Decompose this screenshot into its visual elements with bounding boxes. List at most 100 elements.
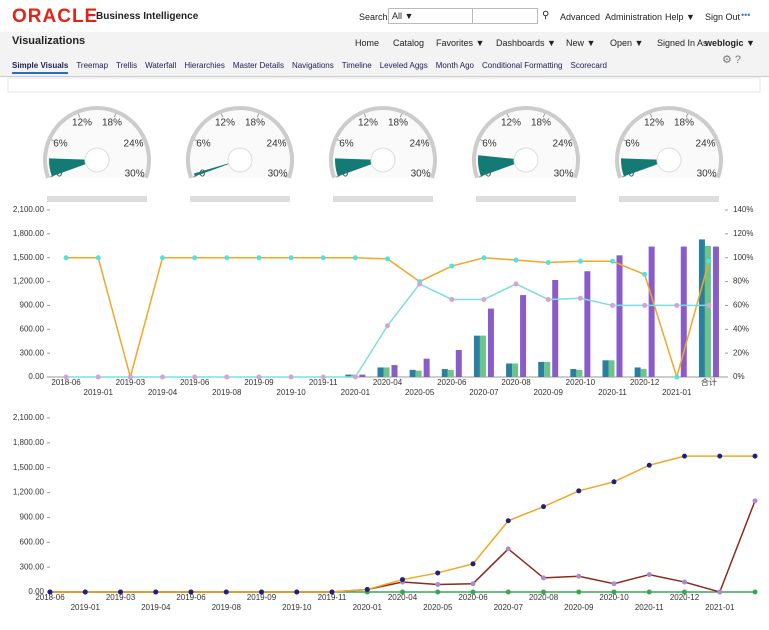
menu-item[interactable]: Favorites ▼: [436, 38, 485, 48]
search-scope[interactable]: All ▼: [388, 8, 473, 24]
bar: [383, 367, 390, 377]
tab[interactable]: Hierarchies: [184, 61, 225, 70]
marker: [481, 296, 487, 302]
gauge-tick-label: 6%: [196, 138, 211, 149]
y2-tick-label: 80%: [733, 277, 749, 286]
link[interactable]: Advanced: [560, 12, 601, 22]
gauge-dial: [186, 106, 294, 179]
gauge-tick: [51, 139, 56, 142]
gauge-tick: [478, 175, 483, 178]
marker: [449, 296, 455, 302]
gauge-tick-label: 18%: [245, 118, 265, 129]
marker: [646, 462, 652, 468]
tab[interactable]: Month Ago: [435, 61, 474, 70]
x-tick-label: 2019-09: [244, 378, 274, 387]
x-tick-label: 2019-08: [212, 388, 242, 397]
bar: [455, 349, 462, 377]
gauge-tick-label: 30%: [268, 168, 288, 179]
gauge-tick-label: 0: [486, 168, 492, 179]
gauge-hub: [84, 147, 110, 173]
gauge-tick: [424, 139, 429, 142]
gauge-tick: [337, 139, 342, 142]
marker: [192, 255, 198, 261]
tab[interactable]: Timeline: [341, 61, 372, 70]
tab[interactable]: Conditional Formatting: [482, 61, 563, 70]
menu-item[interactable]: Dashboards ▼: [496, 38, 556, 48]
marker: [706, 302, 712, 308]
link[interactable]: Administration: [605, 12, 663, 22]
marker: [449, 263, 455, 269]
marker: [352, 255, 358, 261]
x-tick-label: 2020-06: [437, 378, 467, 387]
marker: [192, 374, 198, 380]
bar: [570, 369, 577, 377]
gauge-tick: [567, 139, 572, 142]
x-tick-label: 2019-06: [180, 378, 210, 387]
gauge-tick-label: 30%: [697, 168, 717, 179]
marker: [385, 323, 390, 329]
marker: [63, 255, 69, 261]
marker: [513, 257, 519, 263]
link[interactable]: Help ▼: [665, 12, 695, 22]
x-tick-label: 2020-10: [599, 593, 629, 602]
marker: [577, 258, 583, 264]
tab[interactable]: Waterfall: [145, 61, 177, 70]
gauge-tick: [220, 113, 224, 118]
menu-item[interactable]: Home: [355, 38, 380, 48]
bar: [479, 335, 486, 377]
x-tick-label: 2019-04: [148, 388, 178, 397]
menu-item[interactable]: New ▼: [566, 38, 596, 48]
menu-item[interactable]: Catalog: [393, 38, 425, 48]
bar: [680, 246, 687, 377]
tab[interactable]: Leveled Aggs: [379, 61, 428, 70]
search-icon[interactable]: ⚲: [542, 10, 550, 21]
y2-tick-label: 0%: [733, 372, 745, 381]
gauge-tick: [283, 175, 288, 178]
marker: [611, 581, 617, 587]
signed-in-label: Signed In As: [657, 38, 708, 48]
settings-icon[interactable]: ⚙ ?: [722, 54, 742, 66]
tab[interactable]: Scorecard: [570, 61, 607, 70]
marker: [224, 374, 230, 380]
gauge-tick-label: 6%: [53, 138, 68, 149]
y-tick-label: 900.00: [20, 301, 45, 310]
x-tick-label: 2020-06: [458, 593, 488, 602]
bar: [520, 295, 527, 377]
y2-tick-label: 100%: [733, 253, 753, 262]
tab[interactable]: Simple Visuals: [12, 61, 69, 74]
gauge-tick: [256, 113, 260, 118]
gauge-title-bar: [190, 196, 290, 202]
x-tick-label: 2019-11: [318, 593, 347, 602]
gauge-tick: [685, 113, 689, 118]
marker: [752, 453, 758, 459]
marker: [47, 589, 53, 595]
x-tick-label: 2019-06: [176, 593, 206, 602]
marker: [417, 281, 423, 287]
tab[interactable]: Trellis: [116, 61, 138, 70]
tab[interactable]: Navigations: [291, 61, 334, 70]
gauge-tick-label: 6%: [625, 138, 640, 149]
marker: [576, 488, 582, 494]
x-tick-label: 2020-01: [341, 388, 371, 397]
bar: [712, 246, 719, 377]
more[interactable]: •••: [741, 10, 751, 20]
menu-item[interactable]: Open ▼: [610, 38, 644, 48]
user[interactable]: weblogic ▼: [705, 38, 755, 48]
tab[interactable]: Treemap: [76, 61, 109, 70]
gauge-tick: [426, 175, 431, 178]
tab[interactable]: Master Details: [232, 61, 284, 70]
bar: [576, 369, 583, 377]
gauge-tick: [569, 175, 574, 178]
gauge-tick: [506, 113, 510, 118]
search-box[interactable]: [472, 8, 538, 24]
marker: [541, 504, 546, 510]
marker: [646, 589, 652, 595]
link[interactable]: Sign Out: [705, 12, 741, 22]
gauge-tick-label: 24%: [267, 138, 287, 149]
bar: [698, 239, 705, 377]
marker: [364, 587, 370, 593]
bar: [409, 369, 416, 377]
bar: [415, 370, 422, 377]
marker: [435, 589, 441, 595]
marker: [224, 255, 230, 261]
